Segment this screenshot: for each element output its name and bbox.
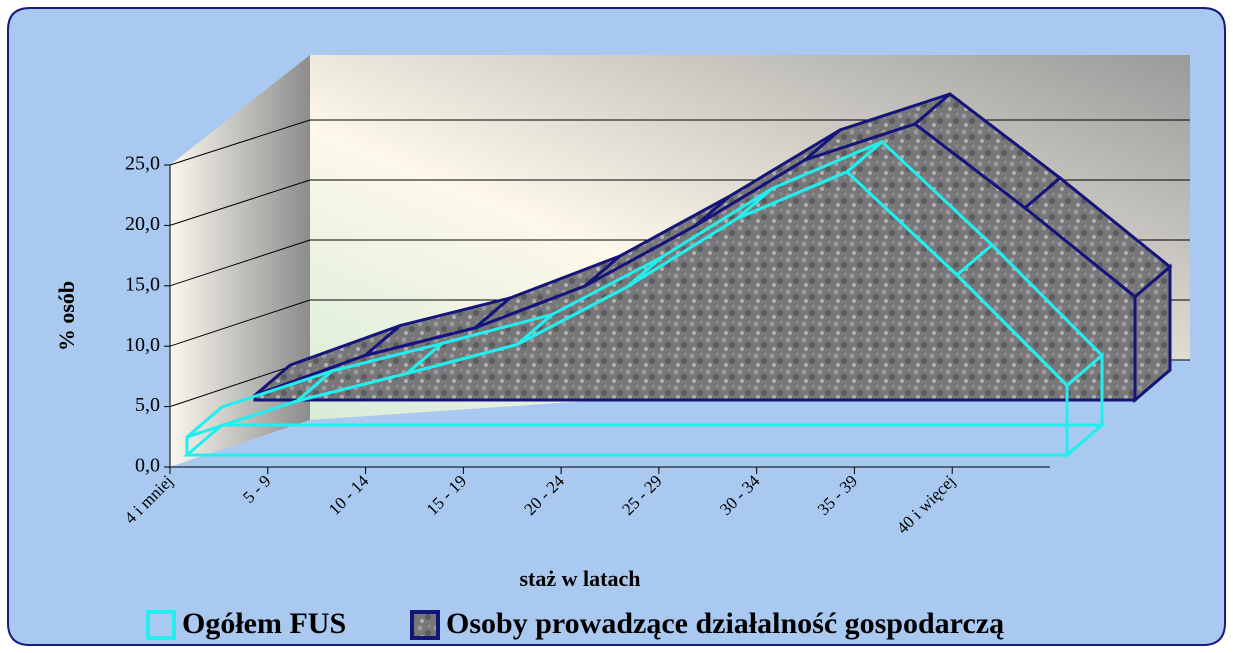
y-tick-label: 0,0 bbox=[135, 455, 160, 477]
area bbox=[185, 170, 1069, 457]
legend-label: Osoby prowadzące działalność gospodarczą bbox=[446, 607, 1004, 640]
y-axis-title: % osób bbox=[54, 281, 79, 351]
x-axis-title: staż w latach bbox=[520, 566, 641, 591]
area-floor bbox=[182, 423, 1107, 457]
legend-label: Ogółem FUS bbox=[182, 607, 346, 640]
area bbox=[253, 122, 1137, 402]
grid-line bbox=[169, 119, 311, 166]
grid-line bbox=[169, 179, 311, 226]
y-tick-label: 10,0 bbox=[125, 334, 160, 356]
y-tick-label: 5,0 bbox=[135, 394, 160, 416]
y-tick-label: 25,0 bbox=[125, 153, 160, 175]
legend-swatch bbox=[146, 610, 176, 640]
side-wall bbox=[170, 55, 310, 467]
y-tick-label: 15,0 bbox=[125, 273, 160, 295]
legend: Ogółem FUS Osoby prowadzące działalność g… bbox=[146, 607, 1004, 640]
legend-swatch bbox=[410, 610, 440, 640]
y-tick-label: 20,0 bbox=[125, 213, 160, 235]
grid-line bbox=[169, 239, 311, 287]
grid-line bbox=[169, 299, 311, 347]
